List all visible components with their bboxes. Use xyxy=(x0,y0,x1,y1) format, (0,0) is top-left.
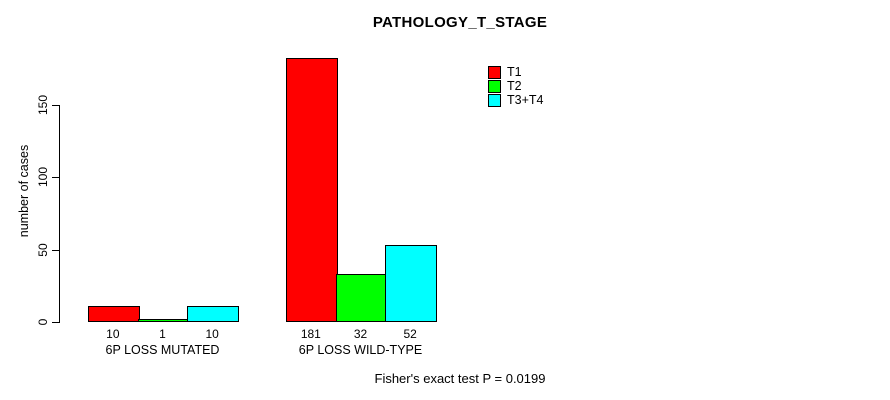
y-tick-label: 150 xyxy=(36,94,50,115)
bar-value-label: 10 xyxy=(205,327,219,341)
legend-item: T1 xyxy=(488,66,543,79)
category-label: 6P LOSS WILD-TYPE xyxy=(298,343,423,357)
bar-value-label: 181 xyxy=(300,327,321,341)
y-tick-label: 100 xyxy=(36,166,50,188)
y-tick xyxy=(52,104,59,106)
y-tick-label: 0 xyxy=(36,318,50,326)
legend-swatch xyxy=(488,94,501,107)
legend-swatch xyxy=(488,66,501,79)
chart-title: PATHOLOGY_T_STAGE xyxy=(372,14,548,31)
legend-label: T1 xyxy=(507,65,522,79)
bar-value-label: 32 xyxy=(353,327,368,341)
bar-t3+t4 xyxy=(187,305,239,322)
bar-value-label: 1 xyxy=(159,327,166,341)
legend-swatch xyxy=(488,80,501,93)
y-tick xyxy=(52,322,59,323)
bar-value-label: 10 xyxy=(106,327,120,341)
bar-t2 xyxy=(335,273,388,322)
legend-label: T2 xyxy=(507,79,522,93)
legend-item: T2 xyxy=(488,80,543,93)
bar-t1 xyxy=(88,305,140,322)
legend-label: T3+T4 xyxy=(507,93,544,107)
y-tick-label: 50 xyxy=(36,242,50,257)
bar-value-label: 52 xyxy=(403,327,417,341)
y-axis-line xyxy=(59,104,60,323)
y-tick xyxy=(52,249,59,251)
category-label: 6P LOSS MUTATED xyxy=(105,343,220,357)
legend-item: T3+T4 xyxy=(488,94,543,107)
y-axis-title: number of cases xyxy=(17,144,31,238)
bar-t3+t4 xyxy=(385,244,437,322)
bar-t1 xyxy=(286,57,338,322)
legend: T1 T2 T3+T4 xyxy=(488,66,543,108)
bar-t2 xyxy=(137,318,190,322)
y-tick xyxy=(52,177,59,178)
annotation-text: Fisher's exact test P = 0.0199 xyxy=(374,371,546,386)
